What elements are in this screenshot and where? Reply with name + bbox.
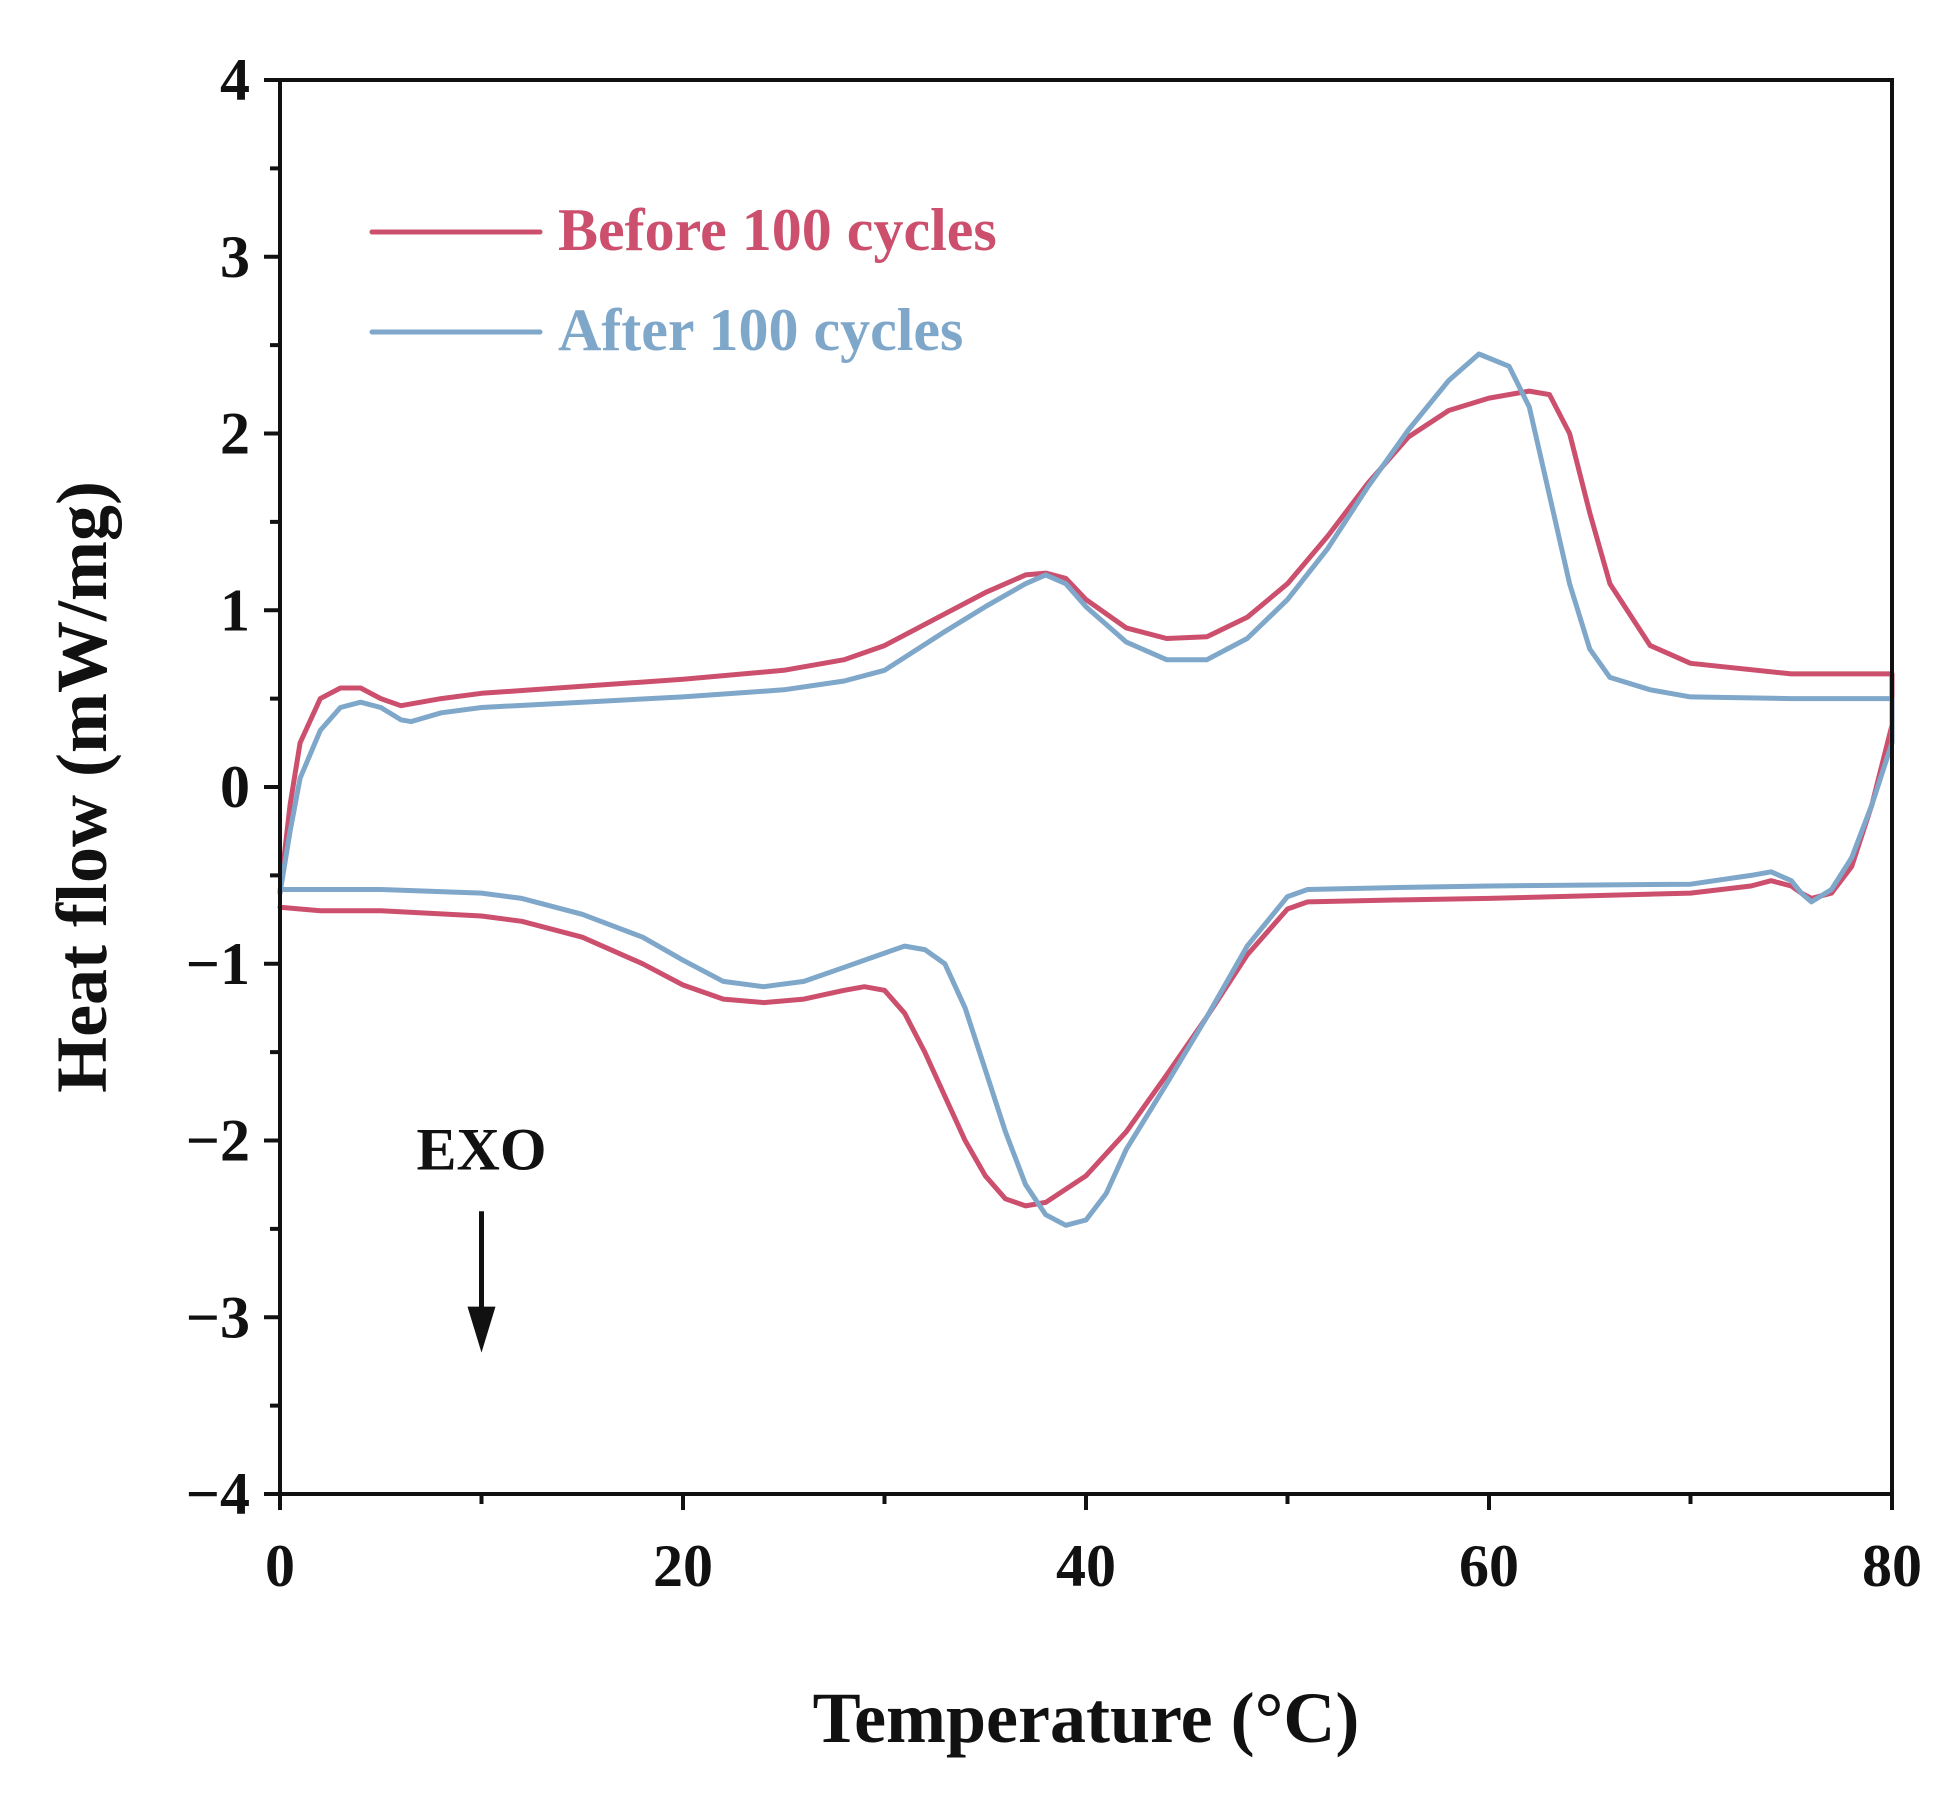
labels-layer: 0 20 40 60 80 −4 −3 −2 −1 0 1 2 3 4 bbox=[186, 47, 1922, 1599]
legend-label-before: Before 100 cycles bbox=[558, 197, 997, 263]
exo-arrow-icon bbox=[467, 1306, 496, 1353]
y-tick-label: 0 bbox=[220, 754, 250, 820]
plot-frame bbox=[278, 78, 1894, 1496]
x-tick-label: 20 bbox=[653, 1533, 713, 1599]
y-tick-label: −1 bbox=[186, 931, 250, 997]
legend: Before 100 cycles After 100 cycles bbox=[369, 197, 997, 363]
x-tick-label: 60 bbox=[1459, 1533, 1519, 1599]
y-tick-label: 2 bbox=[220, 401, 250, 467]
series-layer bbox=[277, 351, 1895, 1228]
y-tick-label: 1 bbox=[220, 577, 250, 643]
ticks-layer bbox=[264, 78, 1894, 1510]
series-line-0 bbox=[277, 388, 1895, 1209]
series-line-1 bbox=[277, 351, 1895, 1228]
y-tick-label: −4 bbox=[186, 1461, 250, 1527]
legend-label-after: After 100 cycles bbox=[558, 297, 963, 363]
exo-annotation: EXO bbox=[416, 1116, 547, 1353]
x-axis-title: Temperature (°C) bbox=[813, 1678, 1360, 1758]
y-tick-label: 3 bbox=[220, 224, 250, 290]
x-tick-label: 80 bbox=[1862, 1533, 1922, 1599]
y-axis-title: Heat flow (mW/mg) bbox=[42, 481, 122, 1093]
y-tick-label: −2 bbox=[186, 1108, 250, 1174]
exo-label: EXO bbox=[416, 1116, 546, 1182]
x-tick-label: 0 bbox=[265, 1533, 295, 1599]
y-tick-label: −3 bbox=[186, 1284, 250, 1350]
y-tick-label: 4 bbox=[220, 47, 250, 113]
x-tick-label: 40 bbox=[1056, 1533, 1116, 1599]
